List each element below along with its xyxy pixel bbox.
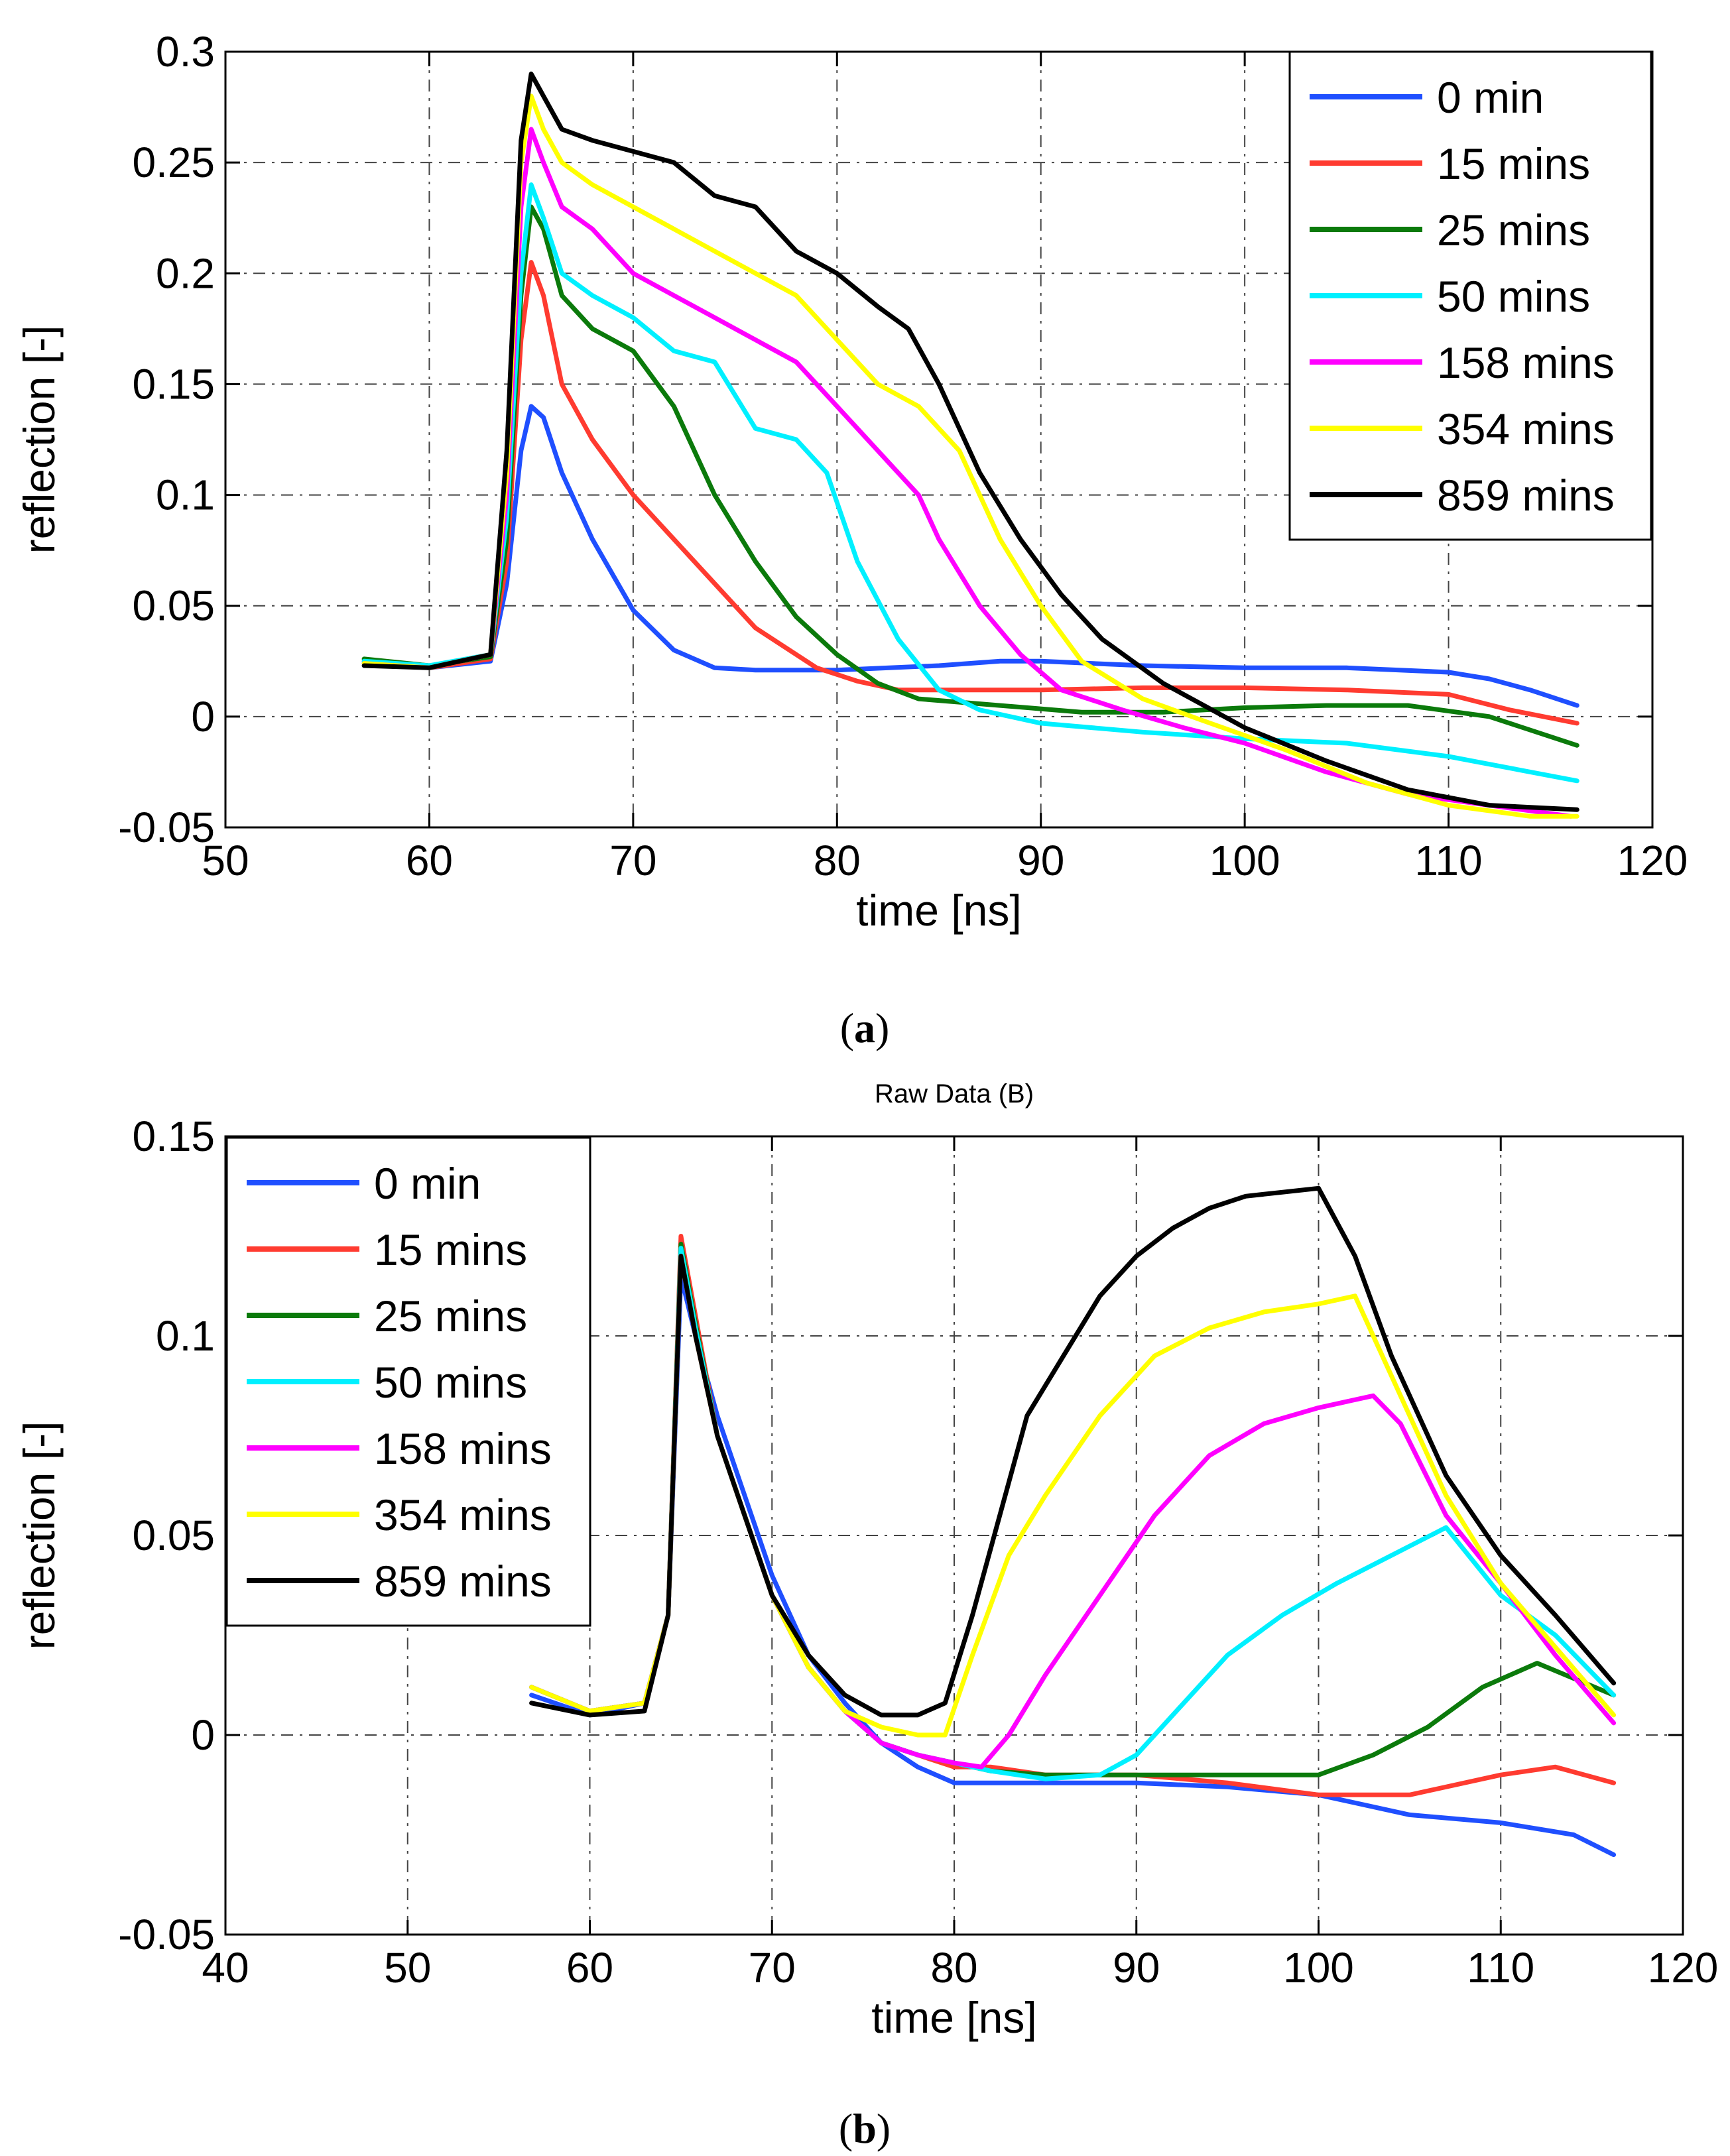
y-tick-label: 0.1 xyxy=(156,1312,215,1360)
y-tick-label: -0.05 xyxy=(118,804,215,851)
legend-item: 859 mins xyxy=(247,1557,552,1606)
y-tick-label: 0 xyxy=(191,693,215,741)
x-tick-label: 70 xyxy=(609,837,656,884)
x-axis-label: time [ns] xyxy=(856,886,1021,935)
x-tick-label: 80 xyxy=(930,1944,977,1992)
x-tick-label: 90 xyxy=(1017,837,1064,884)
legend-label: 50 mins xyxy=(1437,272,1590,321)
legend-item: 25 mins xyxy=(1310,206,1590,255)
x-tick-label: 120 xyxy=(1648,1944,1719,1992)
chart-title: Raw Data (B) xyxy=(875,1079,1034,1108)
chart-a: 50 60 70 80 90 100 110 120 -0.05 0 0.05 0.1 0.15 0.2 0… xyxy=(15,28,1688,935)
x-tick-label: 80 xyxy=(814,837,861,884)
y-tick-label: 0.05 xyxy=(132,582,215,630)
series-line-354-mins xyxy=(361,93,1579,819)
legend: 0 min 15 mins 25 mins 50 mins 158 mins 354 mi… xyxy=(1288,50,1652,541)
y-tick-label: 0.05 xyxy=(132,1512,215,1559)
legend-label: 25 mins xyxy=(1437,206,1590,255)
y-tick-label: 0.15 xyxy=(132,360,215,408)
legend-label: 158 mins xyxy=(1437,338,1615,387)
legend-item: 25 mins xyxy=(247,1291,527,1341)
x-tick-label: 100 xyxy=(1209,837,1280,884)
legend-label: 0 min xyxy=(374,1159,481,1208)
series-line-158-mins xyxy=(361,127,1574,819)
y-axis-label: reflection [-] xyxy=(15,1421,64,1650)
series-line-0-min xyxy=(361,404,1579,708)
x-tick-label: 60 xyxy=(566,1944,613,1992)
x-tick-label: 70 xyxy=(749,1944,796,1992)
x-tick-label: 60 xyxy=(406,837,453,884)
panel-a-caption: (a) xyxy=(840,1004,890,1051)
legend-item: 158 mins xyxy=(247,1424,552,1473)
legend-item: 50 mins xyxy=(1310,272,1590,321)
legend-label: 158 mins xyxy=(374,1424,552,1473)
chart-b: 40 50 60 70 80 90 100 110 120 -0.05 0 0.05 0.1 0.15 ti… xyxy=(15,1079,1718,2042)
legend-item: 158 mins xyxy=(1310,338,1615,387)
y-tick-label: 0.2 xyxy=(156,249,215,297)
legend-label: 354 mins xyxy=(1437,404,1615,453)
legend-item: 50 mins xyxy=(247,1358,527,1407)
x-tick-label: 110 xyxy=(1467,1944,1534,1992)
x-tick-label: 40 xyxy=(202,1944,249,1992)
x-tick-label: 50 xyxy=(384,1944,431,1992)
legend-item: 354 mins xyxy=(1310,404,1615,453)
series-line-859-mins xyxy=(361,71,1579,812)
legend-label: 15 mins xyxy=(1437,139,1590,188)
legend-item: 15 mins xyxy=(1310,139,1590,188)
y-tick-label: 0.1 xyxy=(156,471,215,519)
x-tick-label: 100 xyxy=(1283,1944,1354,1992)
legend-item: 0 min xyxy=(247,1159,481,1208)
legend-label: 0 min xyxy=(1437,73,1544,122)
legend: 0 min 15 mins 25 mins 50 mins 158 mins 354 mi… xyxy=(225,1136,591,1627)
x-tick-label: 50 xyxy=(202,837,249,884)
axes-frame xyxy=(224,50,1654,829)
x-tick-label: 120 xyxy=(1617,837,1688,884)
legend-item: 15 mins xyxy=(247,1225,527,1274)
legend-item: 354 mins xyxy=(247,1490,552,1539)
legend-item: 0 min xyxy=(1310,73,1544,122)
panel-b-caption: (b) xyxy=(839,2105,891,2152)
legend-label: 50 mins xyxy=(374,1358,527,1407)
legend-label: 859 mins xyxy=(1437,471,1615,520)
legend-label: 354 mins xyxy=(374,1490,552,1539)
legend-label: 859 mins xyxy=(374,1557,552,1606)
legend-label: 25 mins xyxy=(374,1291,527,1341)
y-tick-label: 0.25 xyxy=(132,139,215,186)
y-tick-label: -0.05 xyxy=(118,1911,215,1958)
y-tick-label: 0.3 xyxy=(156,28,215,76)
y-tick-label: 0 xyxy=(191,1711,215,1759)
x-axis-label: time [ns] xyxy=(871,1993,1036,2042)
y-tick-label: 0.15 xyxy=(132,1112,215,1160)
x-tick-label: 90 xyxy=(1113,1944,1160,1992)
series-line-50-mins xyxy=(361,182,1579,784)
x-tick-label: 110 xyxy=(1415,837,1483,884)
legend-item: 859 mins xyxy=(1310,471,1615,520)
legend-label: 15 mins xyxy=(374,1225,527,1274)
y-axis-label: reflection [-] xyxy=(15,326,64,554)
series-line-859-mins xyxy=(529,1185,1617,1718)
